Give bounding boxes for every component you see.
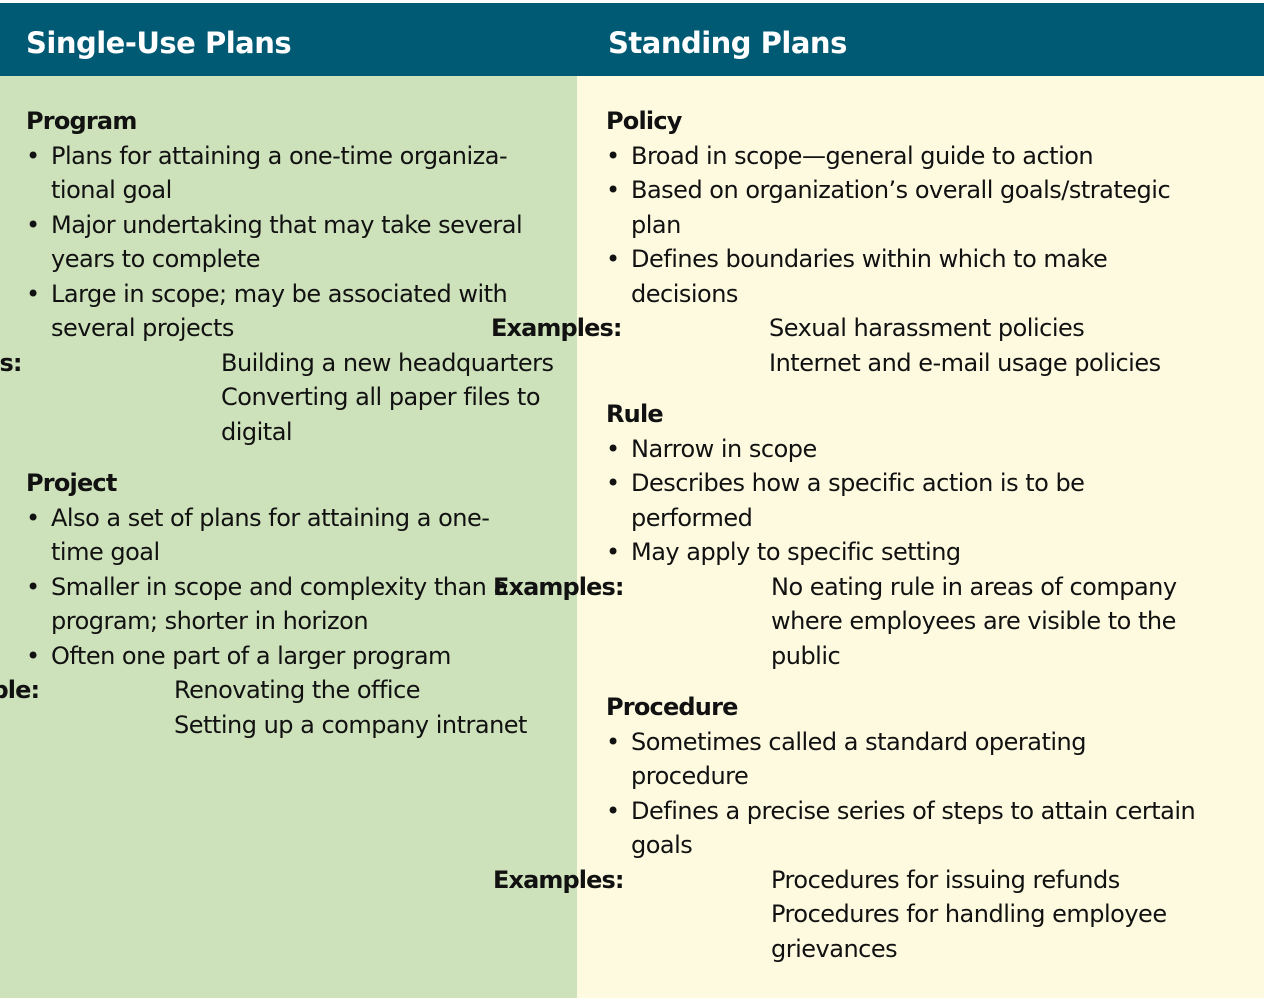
procedure-title: Procedure	[606, 693, 738, 721]
examples-label: Example:	[0, 676, 40, 704]
example-item: Procedures for issuing refunds	[771, 865, 1120, 894]
bullet-icon: •	[26, 503, 40, 532]
bullet-text: Based on organization’s overall goals/st…	[631, 176, 1171, 239]
example-item: Building a new headquarters	[221, 348, 554, 377]
project-title: Project	[26, 469, 117, 497]
bullet-icon: •	[606, 434, 620, 463]
bullet-icon: •	[606, 538, 620, 566]
list-item: • Describes how a specific action is to b…	[606, 466, 1256, 535]
bullet-text: Defines a precise series of steps to att…	[631, 796, 1196, 860]
bullet-icon: •	[606, 176, 620, 204]
list-item: • Sometimes called a standard operating p…	[606, 725, 1256, 794]
bullet-text: Sometimes called a standard operating pr…	[631, 727, 1086, 791]
bullet-icon: •	[606, 727, 620, 756]
examples-list: Sexual harassment policies Internet and …	[769, 311, 1256, 380]
table-header: Single-Use Plans Standing Plans	[0, 3, 1264, 76]
policy-section: Policy • Broad in scope—general guide to …	[491, 104, 1256, 380]
bullet-text: Narrow in scope	[631, 434, 817, 463]
list-item: • Often one part of a larger program	[26, 639, 566, 674]
list-item: • Also a set of plans for attaining a one…	[26, 501, 566, 570]
project-examples: Example: Renovating the office Setting u…	[0, 673, 566, 742]
list-item: • Broad in scope—general guide to action	[606, 139, 1256, 174]
program-examples: Examples: Building a new headquarters Co…	[0, 346, 566, 450]
rule-title: Rule	[606, 400, 664, 428]
examples-label: Examples:	[493, 865, 624, 894]
policy-title: Policy	[606, 107, 682, 135]
bullet-icon: •	[606, 245, 620, 273]
list-item: • Plans for attaining a one-time organiza…	[26, 139, 566, 208]
header-standing-plans: Standing Plans	[608, 26, 847, 60]
example-item: Internet and e-mail usage policies	[769, 348, 1161, 377]
example-item: No eating rule in areas of company where…	[771, 572, 1177, 670]
bullet-icon: •	[26, 641, 40, 670]
list-item: • Large in scope; may be associated with …	[26, 277, 566, 346]
header-single-use-plans: Single-Use Plans	[26, 26, 292, 60]
bullet-text: Often one part of a larger program	[51, 641, 451, 670]
example-item: Setting up a company intranet	[174, 710, 527, 739]
bullet-text: Smaller in scope and complexity than a p…	[51, 572, 508, 636]
standing-plans-column: Policy • Broad in scope—general guide to …	[491, 76, 1264, 998]
bullet-text: Broad in scope—general guide to action	[631, 141, 1094, 170]
example-item: Procedures for handling employee grievan…	[771, 900, 1167, 963]
bullet-text: May apply to specific setting	[631, 538, 961, 566]
examples-list: Procedures for issuing refunds Procedure…	[771, 863, 1256, 967]
examples-label: Examples:	[491, 314, 622, 342]
list-item: • Major undertaking that may take several…	[26, 208, 566, 277]
procedure-bullets: • Sometimes called a standard operating p…	[606, 725, 1256, 863]
rule-bullets: • Narrow in scope • Describes how a specif…	[606, 432, 1256, 570]
single-use-plans-column: Program • Plans for attaining a one-time …	[0, 76, 577, 998]
rule-examples: Examples: No eating rule in areas of com…	[493, 570, 1256, 674]
bullet-icon: •	[606, 469, 620, 497]
policy-examples: Examples: Sexual harassment policies Int…	[491, 311, 1256, 380]
rule-section: Rule • Narrow in scope • Describes how a s…	[493, 397, 1256, 674]
policy-bullets: • Broad in scope—general guide to action …	[606, 139, 1256, 312]
bullet-icon: •	[26, 141, 40, 170]
example-item: Sexual harassment policies	[769, 314, 1085, 342]
bullet-icon: •	[606, 141, 620, 170]
procedure-section: Procedure • Sometimes called a standard o…	[493, 690, 1256, 967]
examples-list: Building a new headquarters Converting a…	[221, 346, 566, 450]
list-item: • Smaller in scope and complexity than a …	[26, 570, 566, 639]
program-section: Program • Plans for attaining a one-time …	[0, 104, 566, 450]
program-title: Program	[26, 107, 137, 135]
list-item: • Based on organization’s overall goals/s…	[606, 173, 1256, 242]
program-bullets: • Plans for attaining a one-time organiza…	[26, 139, 566, 346]
list-item: • May apply to specific setting	[606, 535, 1256, 570]
examples-label: Examples:	[0, 348, 22, 377]
bullet-text: Large in scope; may be associated with s…	[51, 279, 508, 343]
bullet-text: Also a set of plans for attaining a one-…	[51, 503, 490, 567]
project-bullets: • Also a set of plans for attaining a one…	[26, 501, 566, 674]
list-item: • Narrow in scope	[606, 432, 1256, 467]
bullet-text: Major undertaking that may take several …	[51, 210, 523, 274]
project-section: Project • Also a set of plans for attaini…	[0, 466, 566, 742]
example-item: Renovating the office	[174, 676, 421, 704]
example-item: Converting all paper files to digital	[221, 383, 541, 446]
list-item: • Defines a precise series of steps to at…	[606, 794, 1256, 863]
procedure-examples: Examples: Procedures for issuing refunds…	[493, 863, 1256, 967]
bullet-icon: •	[26, 279, 40, 308]
bullet-icon: •	[26, 210, 40, 239]
bullet-text: Defines boundaries within which to make …	[631, 245, 1108, 308]
examples-label: Examples:	[493, 572, 624, 601]
bullet-text: Plans for attaining a one-time organiza-…	[51, 141, 508, 205]
bullet-icon: •	[606, 796, 620, 825]
plans-comparison-table: Single-Use Plans Standing Plans Program …	[0, 3, 1264, 998]
examples-list: No eating rule in areas of company where…	[771, 570, 1256, 674]
bullet-icon: •	[26, 572, 40, 601]
list-item: • Defines boundaries within which to make…	[606, 242, 1256, 311]
bullet-text: Describes how a specific action is to be…	[631, 469, 1085, 532]
examples-list: Renovating the office Setting up a compa…	[174, 673, 566, 742]
